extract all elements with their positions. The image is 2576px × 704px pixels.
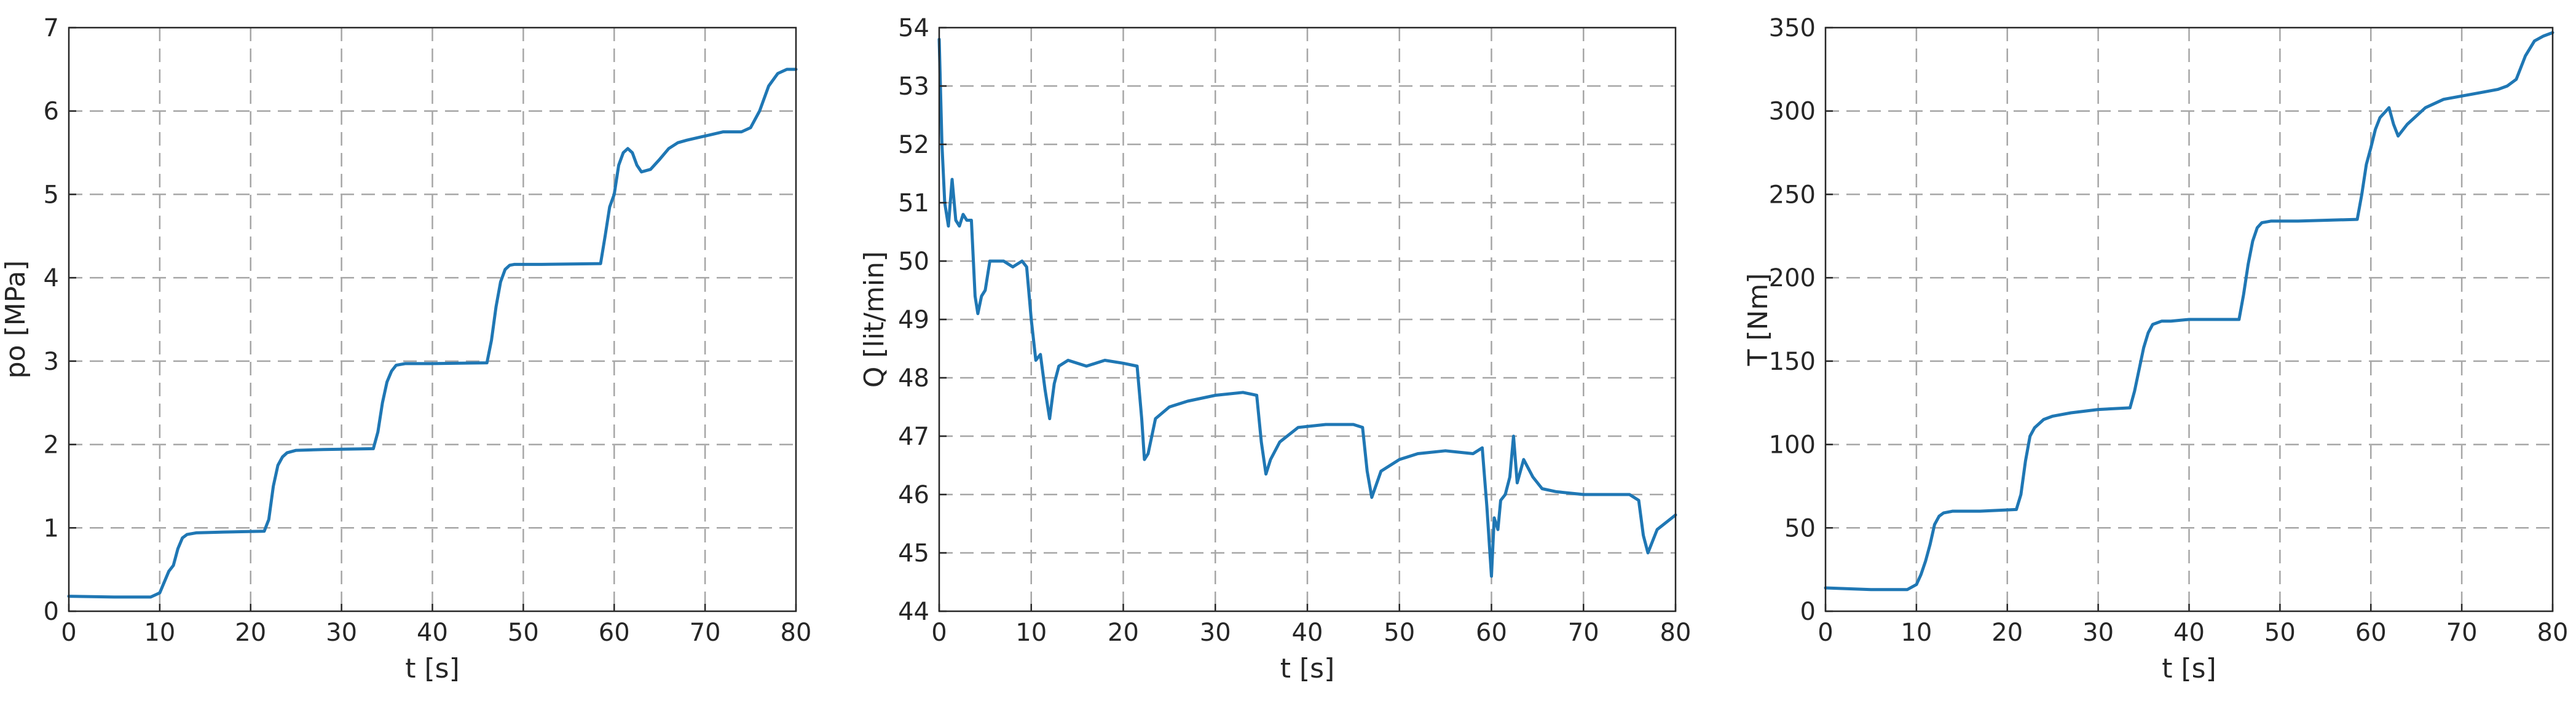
x-tick-label: 50 [508, 619, 539, 647]
x-tick-label: 10 [1900, 619, 1932, 647]
y-tick-label: 53 [898, 72, 929, 101]
x-tick-label: 60 [599, 619, 630, 647]
y-tick-label: 47 [898, 423, 929, 451]
y-tick-label: 150 [1769, 348, 1816, 376]
x-tick-label: 10 [1015, 619, 1047, 647]
y-tick-label: 50 [898, 248, 929, 276]
x-tick-label: 10 [144, 619, 175, 647]
x-tick-label: 80 [1660, 619, 1692, 647]
y-tick-label: 4 [44, 264, 59, 292]
y-tick-label: 300 [1769, 98, 1816, 126]
y-tick-label: 48 [898, 364, 929, 393]
data-series-line [937, 37, 1677, 578]
y-axis-label: T [Nm] [1743, 273, 1774, 367]
y-tick-label: 45 [898, 539, 929, 568]
y-tick-label: 250 [1769, 181, 1816, 209]
x-tick-label: 80 [2537, 619, 2569, 647]
y-tick-label: 2 [44, 431, 59, 460]
y-tick-label: 6 [44, 98, 59, 126]
x-tick-label: 50 [2264, 619, 2296, 647]
x-axis-label: t [s] [2162, 653, 2216, 684]
x-tick-label: 30 [326, 619, 357, 647]
x-tick-label: 30 [2082, 619, 2114, 647]
x-tick-label: 40 [1292, 619, 1323, 647]
x-tick-label: 60 [1476, 619, 1507, 647]
x-tick-label: 80 [781, 619, 812, 647]
y-axis-label: po [MPa] [0, 260, 31, 379]
y-tick-label: 5 [44, 181, 59, 209]
x-tick-label: 20 [235, 619, 266, 647]
y-tick-label: 50 [1784, 514, 1816, 542]
x-tick-label: 20 [1108, 619, 1139, 647]
x-tick-label: 70 [1568, 619, 1599, 647]
y-tick-label: 1 [44, 514, 59, 542]
chart-panel-flow: 0 10 20 30 40 50 60 70 80 44 45 46 47 48 49 50 51 52 53 54 t… [859, 14, 1691, 684]
x-axis-label: t [s] [1280, 653, 1335, 684]
y-tick-label: 7 [44, 14, 59, 42]
y-tick-label: 0 [44, 598, 59, 626]
y-tick-label: 0 [1800, 598, 1816, 626]
y-tick-label: 46 [898, 481, 929, 509]
x-tick-label: 30 [1200, 619, 1231, 647]
y-tick-label: 54 [898, 14, 929, 42]
x-tick-label: 70 [2446, 619, 2478, 647]
y-tick-label: 3 [44, 348, 59, 376]
data-series-line [67, 68, 798, 599]
y-tick-label: 100 [1769, 431, 1816, 460]
y-tick-label: 200 [1769, 264, 1816, 292]
x-tick-label: 40 [417, 619, 448, 647]
y-axis-label: Q [lit/min] [859, 251, 890, 388]
y-tick-label: 350 [1769, 14, 1816, 42]
chart-panel-pressure: 0 10 20 30 40 50 60 70 80 0 1 2 3 4 5 6 7 t [s] po [MPa] [0, 14, 811, 684]
x-tick-label: 60 [2355, 619, 2387, 647]
y-tick-label: 51 [898, 189, 929, 217]
x-tick-label: 20 [1991, 619, 2023, 647]
chart-panel-torque: 0 10 20 30 40 50 60 70 80 0 50 100 150 200 250 300 350 t … [1743, 14, 2568, 684]
x-axis-label: t [s] [405, 653, 460, 684]
y-tick-label: 52 [898, 131, 929, 159]
x-tick-label: 0 [61, 619, 76, 647]
x-tick-label: 0 [931, 619, 947, 647]
x-tick-label: 70 [690, 619, 721, 647]
x-tick-label: 40 [2173, 619, 2205, 647]
y-tick-label: 44 [898, 598, 929, 626]
x-tick-label: 0 [1818, 619, 1833, 647]
y-tick-label: 49 [898, 306, 929, 334]
x-tick-label: 50 [1384, 619, 1415, 647]
data-series-line [1824, 31, 2554, 592]
